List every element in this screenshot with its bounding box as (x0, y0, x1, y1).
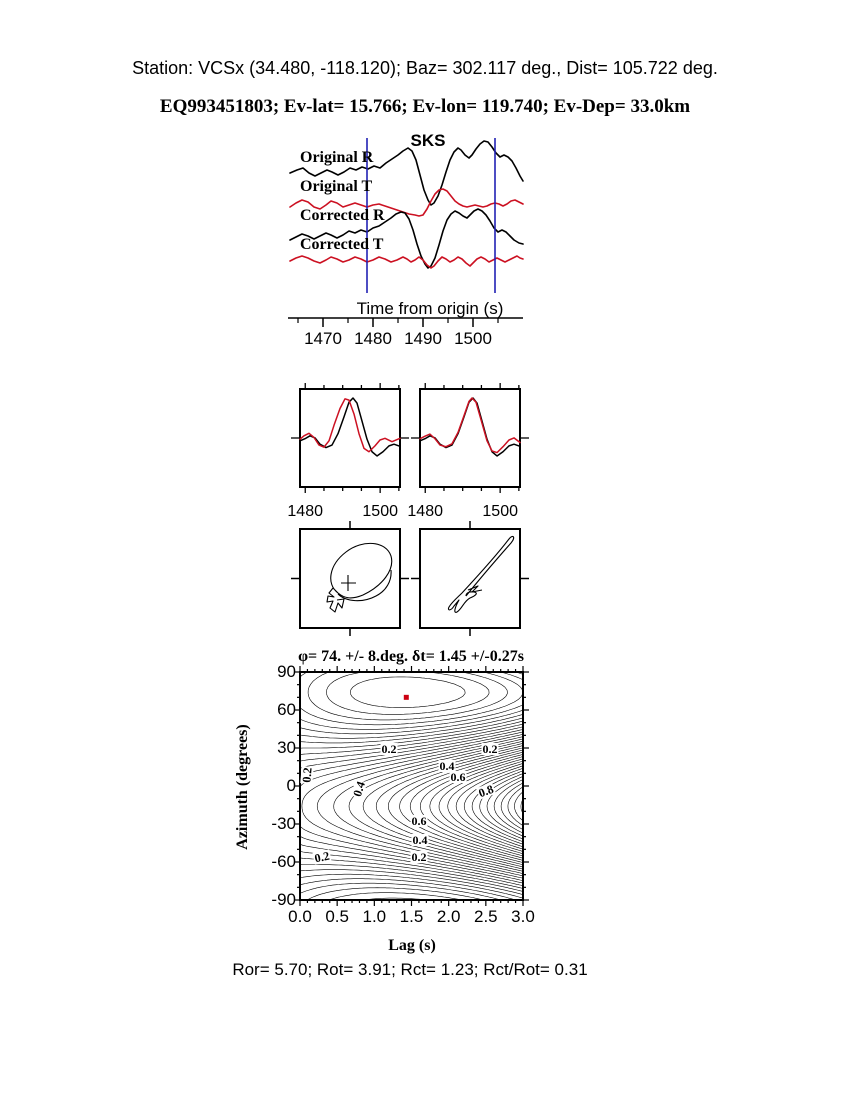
phase-label: SKS (410, 131, 446, 150)
time-tick-0: 1470 (304, 329, 342, 348)
lag-tick-0: 0.0 (288, 907, 312, 926)
azimuth-tick-1: 60 (277, 700, 296, 719)
azimuth-tick-6: -90 (271, 890, 296, 909)
lag-tick-1: 0.5 (325, 907, 349, 926)
box1-tick-1: 1500 (482, 503, 518, 520)
azimuth-tick-3: 0 (286, 776, 296, 795)
lag-tick-6: 3.0 (511, 907, 535, 926)
box0-tick-0: 1480 (287, 503, 323, 520)
time-tick-2: 1490 (404, 329, 442, 348)
stats-line: Ror= 5.70; Rot= 3.91; Rct= 1.23; Rct/Rot… (232, 960, 588, 979)
lag-tick-2: 1.0 (362, 907, 387, 926)
box0-tick-1: 1500 (362, 503, 398, 520)
contour-level-label-9: 0.2 (410, 849, 428, 864)
time-tick-3: 1500 (454, 329, 492, 348)
azimuth-tick-4: -30 (271, 814, 296, 833)
contour-level-label-7: 0.6 (410, 814, 428, 829)
azimuth-axis-label: Azimuth (degrees) (234, 724, 251, 850)
trace-label-0: Original R (300, 149, 374, 166)
contour-level-label-6: 0.2 (299, 765, 316, 784)
box1-tick-0: 1480 (407, 503, 443, 520)
contour-level-label-1: 0.2 (481, 742, 499, 757)
time-axis-title: Time from origin (s) (356, 299, 504, 318)
azimuth-tick-5: -60 (271, 852, 296, 871)
trace-label-1: Original T (300, 178, 373, 195)
contour-level-label-8: 0.4 (411, 833, 429, 848)
event-title: EQ993451803; Ev-lat= 15.766; Ev-lon= 119… (159, 96, 691, 117)
lag-tick-5: 2.5 (474, 907, 498, 926)
trace-label-3: Corrected T (300, 236, 384, 253)
contour-level-label-3: 0.6 (449, 770, 467, 785)
lag-tick-4: 2.0 (436, 907, 461, 926)
azimuth-tick-2: 30 (277, 738, 296, 757)
lag-tick-3: 1.5 (399, 907, 424, 926)
azimuth-tick-0: 90 (277, 662, 296, 681)
time-tick-1: 1480 (354, 329, 392, 348)
trace-label-2: Corrected R (300, 207, 385, 224)
station-title: Station: VCSx (34.480, -118.120); Baz= 3… (132, 58, 718, 78)
contour-level-label-10: 0.2 (312, 848, 332, 866)
contour-level-label-0: 0.2 (380, 742, 398, 757)
lag-axis-label: Lag (s) (388, 937, 436, 954)
contour-title: φ= 74. +/- 8.deg. δt= 1.45 +/-0.27s (298, 648, 524, 665)
